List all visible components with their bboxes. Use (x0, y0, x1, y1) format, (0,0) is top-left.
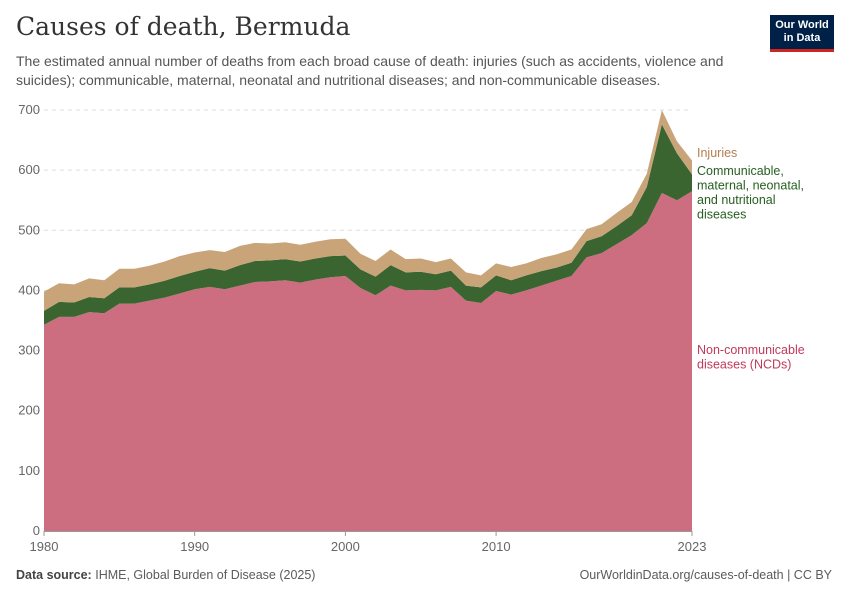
label-injuries: Injuries (697, 146, 737, 160)
stacked-areas[interactable] (44, 110, 692, 531)
source-url[interactable]: OurWorldinData.org/causes-of-death | CC … (579, 568, 832, 582)
series-label-line: diseases (697, 208, 746, 222)
x-tick-label: 2010 (482, 539, 511, 554)
area-injuries[interactable] (44, 110, 692, 311)
x-tick-label: 1990 (180, 539, 209, 554)
label-ncd: Non-communicable diseases (NCDs) (697, 343, 805, 372)
series-labels: Non-communicable diseases (NCDs) Communica… (697, 146, 805, 372)
series-label-line: Communicable, (697, 164, 784, 178)
y-tick-label: 400 (18, 282, 40, 297)
y-tick-label: 700 (18, 102, 40, 117)
data-source-text: IHME, Global Burden of Disease (2025) (95, 568, 316, 582)
series-label-line: and nutritional (697, 193, 776, 207)
y-tick-label: 300 (18, 343, 40, 358)
logo-line-2: in Data (783, 32, 821, 44)
data-source-label: Data source: (16, 568, 92, 582)
y-tick-label: 0 (33, 523, 40, 538)
y-tick-label: 600 (18, 162, 40, 177)
series-label-line: Injuries (697, 146, 737, 160)
logo-line-1: Our World (775, 19, 829, 31)
y-tick-label: 100 (18, 463, 40, 478)
area-ncd[interactable] (44, 191, 692, 531)
area-communicable[interactable] (44, 124, 692, 325)
data-source: Data source: IHME, Global Burden of Dise… (16, 568, 315, 582)
y-tick-label: 500 (18, 222, 40, 237)
x-tick-label: 2000 (331, 539, 360, 554)
series-label-line: Non-communicable (697, 343, 805, 357)
x-tick-label: 2023 (678, 539, 707, 554)
series-label-line: diseases (NCDs) (697, 358, 791, 372)
x-tick-label: 1980 (30, 539, 59, 554)
chart-subtitle: The estimated annual number of deaths fr… (16, 53, 724, 88)
y-tick-label: 200 (18, 403, 40, 418)
axes: 0 100 200 300 400 500 600 700 1980 1990 2000 2010 20… (18, 102, 706, 554)
label-communicable: Communicable, maternal, neonatal, and nutr… (697, 164, 804, 222)
chart-title: Causes of death, Bermuda (16, 12, 351, 41)
series-label-line: maternal, neonatal, (697, 179, 804, 193)
owid-logo[interactable]: Our World in Data (770, 15, 834, 52)
